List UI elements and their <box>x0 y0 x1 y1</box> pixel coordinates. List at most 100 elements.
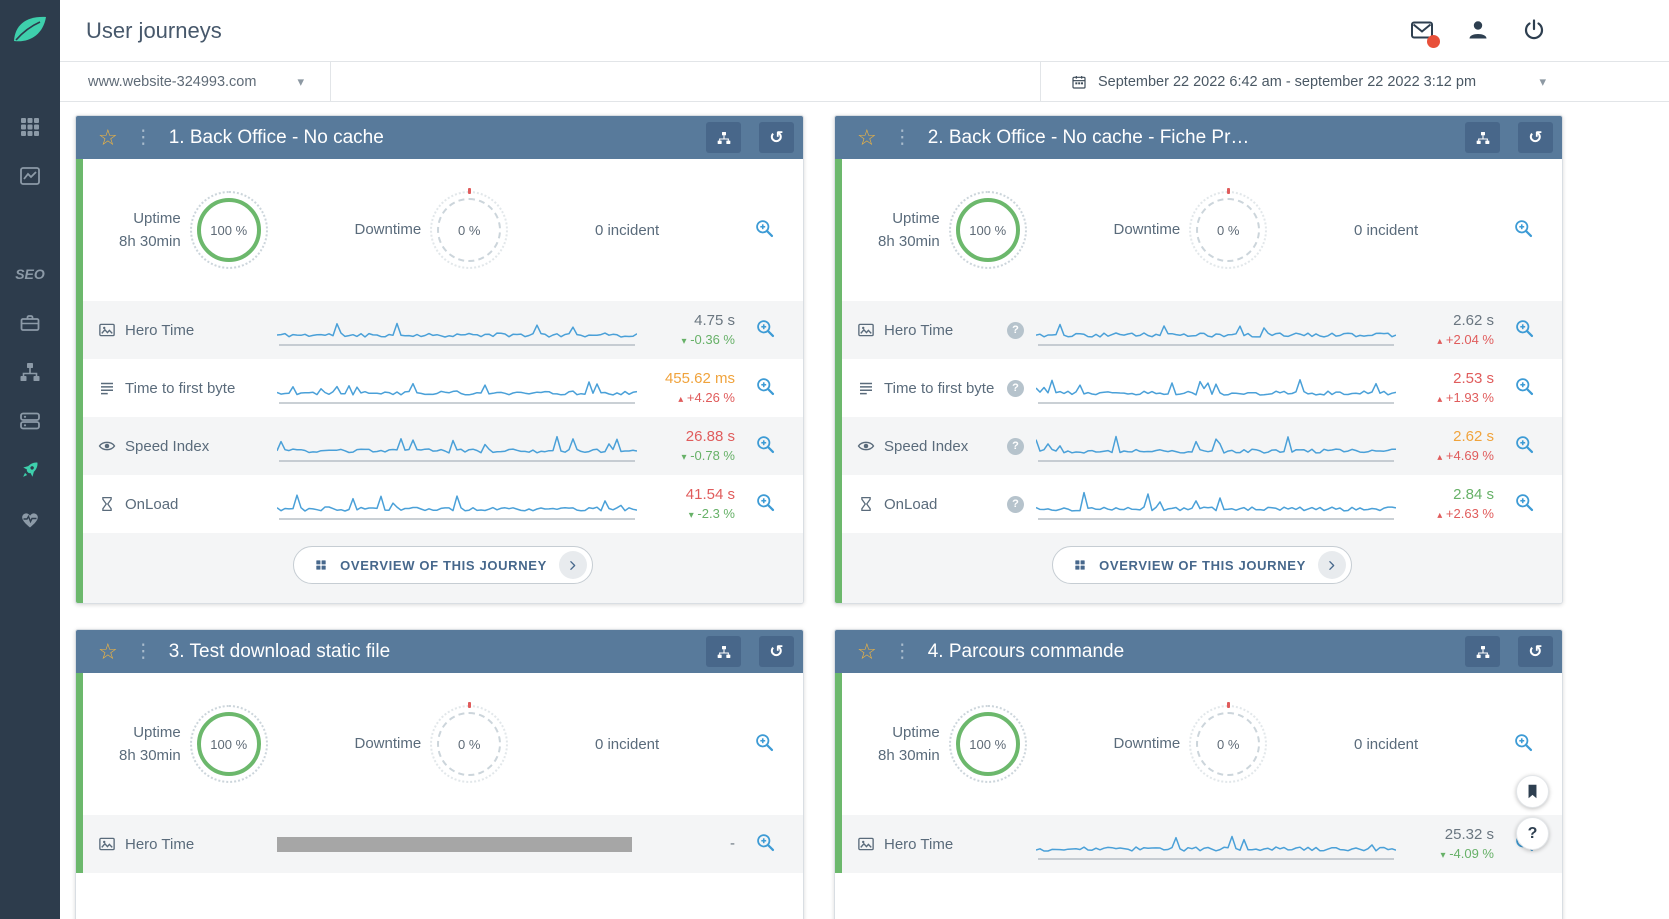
uptime-gauge: 100 % <box>948 191 1027 269</box>
metric-zoom-button[interactable] <box>753 318 777 342</box>
journey-steps-button[interactable] <box>1465 122 1500 153</box>
sidebar-item-health[interactable] <box>17 506 43 532</box>
journey-steps-button[interactable] <box>706 122 741 153</box>
overview-journey-button[interactable]: OVERVIEW OF THIS JOURNEY <box>293 546 593 584</box>
metric-value: 26.88 s <box>685 427 735 445</box>
hourglass-icon <box>98 495 116 513</box>
card-header: ☆ ⋮ 2. Back Office - No cache - Fiche Pr… <box>835 116 1562 159</box>
metric-sparkline <box>1036 835 1396 860</box>
metric-zoom-button[interactable] <box>1512 492 1536 516</box>
logout-button[interactable] <box>1521 18 1547 44</box>
metric-label: Hero Time <box>884 321 954 339</box>
overview-journey-button[interactable]: OVERVIEW OF THIS JOURNEY <box>1052 546 1352 584</box>
sidebar-item-servers[interactable] <box>17 408 43 434</box>
image-icon <box>98 835 116 853</box>
availability-summary: Uptime 8h 30min 100 % Downtime 0 % 0 inci… <box>842 673 1562 815</box>
top-header: User journeys <box>60 0 1669 62</box>
messages-button[interactable] <box>1409 18 1440 48</box>
bookmark-button[interactable] <box>1516 775 1549 808</box>
help-icon[interactable]: ? <box>1007 495 1024 513</box>
sidebar-item-seo[interactable]: SEO <box>15 266 45 282</box>
date-range-selector[interactable]: September 22 2022 6:42 am - september 22… <box>1040 62 1669 101</box>
availability-zoom-button[interactable] <box>753 732 777 756</box>
journey-steps-button[interactable] <box>706 636 741 667</box>
metric-sparkline <box>277 435 637 462</box>
favorite-star-icon[interactable]: ☆ <box>98 124 118 150</box>
help-icon[interactable]: ? <box>1007 437 1024 455</box>
uptime-gauge: 100 % <box>189 191 268 269</box>
metric-zoom-button[interactable] <box>753 832 777 856</box>
favorite-star-icon[interactable]: ☆ <box>857 638 877 664</box>
metric-change: -2.3 % <box>697 506 735 522</box>
header-actions <box>1409 18 1547 48</box>
downtime-gauge: 0 % <box>1189 702 1268 783</box>
downtime-label: Downtime <box>354 221 422 239</box>
zoom-in-icon <box>1513 218 1534 239</box>
metric-zoom-button[interactable] <box>753 376 777 400</box>
sidebar-item-dashboard[interactable] <box>17 114 43 140</box>
journey-history-button[interactable]: ↺ <box>1518 122 1553 153</box>
sidebar-item-architecture[interactable] <box>17 359 43 385</box>
trend-arrow-icon: ▾ <box>1440 850 1446 862</box>
account-button[interactable] <box>1465 18 1491 44</box>
history-icon: ↺ <box>1528 642 1543 661</box>
drag-handle-icon[interactable]: ⋮ <box>133 127 153 148</box>
metric-sparkline <box>1036 379 1396 404</box>
favorite-star-icon[interactable]: ☆ <box>98 638 118 664</box>
website-selector[interactable]: www.website-324993.com ▾ <box>60 62 331 101</box>
journey-history-button[interactable]: ↺ <box>1518 636 1553 667</box>
downtime-label: Downtime <box>1113 221 1181 239</box>
zoom-in-icon <box>1514 492 1535 513</box>
metric-zoom-button[interactable] <box>1512 434 1536 458</box>
downtime-label: Downtime <box>354 735 422 753</box>
metric-sparkline <box>1036 491 1396 520</box>
help-icon[interactable]: ? <box>1007 321 1024 339</box>
sidebar-item-analytics[interactable] <box>17 163 43 189</box>
metric-row: Hero Time ? 2.62 s ▴ +2.04 % <box>842 301 1562 359</box>
metric-zoom-button[interactable] <box>1512 376 1536 400</box>
metric-zoom-button[interactable] <box>753 434 777 458</box>
sitemap-icon <box>18 360 42 384</box>
sidebar-item-projects[interactable] <box>17 310 43 336</box>
chevron-down-icon: ▾ <box>297 73 304 89</box>
journey-card-2: ☆ ⋮ 2. Back Office - No cache - Fiche Pr… <box>834 115 1563 604</box>
help-button[interactable]: ? <box>1516 817 1549 850</box>
metric-zoom-button[interactable] <box>753 492 777 516</box>
metric-row: Hero Time - <box>83 815 803 873</box>
chevron-down-icon: ▾ <box>1539 73 1546 89</box>
overview-row: OVERVIEW OF THIS JOURNEY <box>842 533 1562 603</box>
sitemap-icon <box>1475 644 1491 660</box>
drag-handle-icon[interactable]: ⋮ <box>133 641 153 662</box>
leaf-logo-icon[interactable] <box>10 10 50 50</box>
metric-value: 455.62 ms <box>664 369 735 387</box>
metric-row: OnLoad ? 2.84 s ▴ +2.63 % <box>842 475 1562 533</box>
journey-steps-button[interactable] <box>1465 636 1500 667</box>
downtime-label: Downtime <box>1113 735 1181 753</box>
metric-zoom-button[interactable] <box>1512 318 1536 342</box>
image-icon <box>98 321 116 339</box>
drag-handle-icon[interactable]: ⋮ <box>892 127 912 148</box>
journey-card-3: ☆ ⋮ 3. Test download static file ↺ Uptim… <box>75 629 804 919</box>
drag-handle-icon[interactable]: ⋮ <box>892 641 912 662</box>
zoom-in-icon <box>755 832 776 853</box>
favorite-star-icon[interactable]: ☆ <box>857 124 877 150</box>
journey-history-button[interactable]: ↺ <box>759 122 794 153</box>
availability-zoom-button[interactable] <box>1512 218 1536 242</box>
availability-zoom-button[interactable] <box>1512 732 1536 756</box>
bookmark-icon <box>1523 782 1542 801</box>
metric-row: Hero Time 4.75 s ▾ -0.36 % <box>83 301 803 359</box>
filter-bar: www.website-324993.com ▾ September 22 20… <box>60 62 1669 102</box>
page-title: User journeys <box>86 17 222 43</box>
journey-history-button[interactable]: ↺ <box>759 636 794 667</box>
sidebar: SEO <box>0 0 60 919</box>
list-icon <box>98 379 116 397</box>
metric-row: Time to first byte ? 2.53 s ▴ +1.93 % <box>842 359 1562 417</box>
metric-value: - <box>730 835 735 853</box>
sidebar-item-user-journeys[interactable] <box>17 457 43 483</box>
availability-zoom-button[interactable] <box>753 218 777 242</box>
journeys-grid: ☆ ⋮ 1. Back Office - No cache ↺ Uptime 8h… <box>60 102 1669 919</box>
metric-label: Hero Time <box>884 835 954 853</box>
card-header: ☆ ⋮ 4. Parcours commande ↺ <box>835 630 1562 673</box>
trend-arrow-icon: ▴ <box>1437 394 1443 406</box>
help-icon[interactable]: ? <box>1007 379 1024 397</box>
